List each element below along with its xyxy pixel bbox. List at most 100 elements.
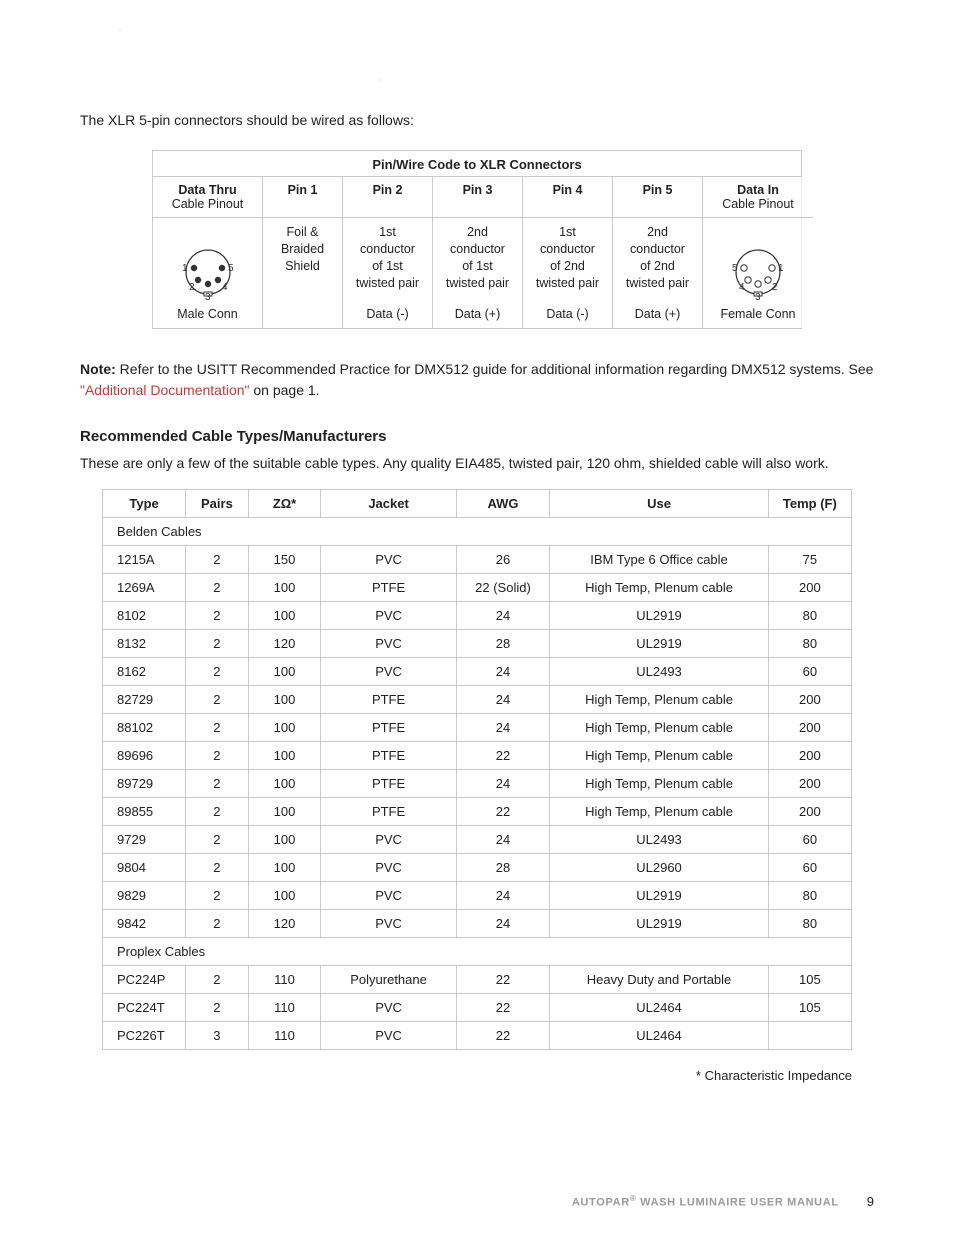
table-cell: 22 bbox=[456, 994, 550, 1022]
table-cell: 9829 bbox=[103, 882, 186, 910]
table-cell: PTFE bbox=[321, 798, 456, 826]
table-cell: 1215A bbox=[103, 546, 186, 574]
table-cell: 22 bbox=[456, 742, 550, 770]
female-connector-cell: 5 1 4 3 2 Female Conn bbox=[703, 218, 813, 328]
footer-page-number: 9 bbox=[867, 1194, 874, 1209]
table-cell: High Temp, Plenum cable bbox=[550, 798, 768, 826]
table-row: 98042100PVC28UL296060 bbox=[103, 854, 852, 882]
table-cell: Polyurethane bbox=[321, 966, 456, 994]
table-cell: PTFE bbox=[321, 574, 456, 602]
table-cell: 80 bbox=[768, 602, 851, 630]
pinout-head-pin4: Pin 4 bbox=[523, 177, 613, 218]
pinout-head-left-top: Data Thru bbox=[178, 183, 236, 197]
pinout-head-data-thru: Data Thru Cable Pinout bbox=[153, 177, 263, 218]
table-cell: 89729 bbox=[103, 770, 186, 798]
col-head-jacket: Jacket bbox=[321, 490, 456, 518]
table-cell: 100 bbox=[248, 686, 321, 714]
table-cell: 2 bbox=[186, 966, 248, 994]
table-cell: UL2464 bbox=[550, 1022, 768, 1050]
table-cell: 110 bbox=[248, 1022, 321, 1050]
note-text-1: Refer to the USITT Recommended Practice … bbox=[116, 361, 874, 377]
table-cell: 120 bbox=[248, 630, 321, 658]
col-head-type: Type bbox=[103, 490, 186, 518]
table-cell: PTFE bbox=[321, 686, 456, 714]
table-row: 81022100PVC24UL291980 bbox=[103, 602, 852, 630]
table-cell: 100 bbox=[248, 658, 321, 686]
pinout-head-right-top: Data In bbox=[737, 183, 779, 197]
table-cell: 100 bbox=[248, 714, 321, 742]
table-cell: IBM Type 6 Office cable bbox=[550, 546, 768, 574]
svg-text:4: 4 bbox=[739, 282, 745, 293]
table-cell: 22 (Solid) bbox=[456, 574, 550, 602]
table-cell: UL2919 bbox=[550, 602, 768, 630]
table-cell: PC224T bbox=[103, 994, 186, 1022]
table-cell: 2 bbox=[186, 574, 248, 602]
table-cell: 22 bbox=[456, 966, 550, 994]
table-row: 898552100PTFE22High Temp, Plenum cable20… bbox=[103, 798, 852, 826]
table-cell: High Temp, Plenum cable bbox=[550, 574, 768, 602]
table-cell: 105 bbox=[768, 994, 851, 1022]
table-cell: 9729 bbox=[103, 826, 186, 854]
table-row: PC224T2110PVC22UL2464105 bbox=[103, 994, 852, 1022]
table-cell: UL2464 bbox=[550, 994, 768, 1022]
table-cell: PVC bbox=[321, 882, 456, 910]
table-cell: 8102 bbox=[103, 602, 186, 630]
table-cell: 200 bbox=[768, 742, 851, 770]
table-cell: 2 bbox=[186, 658, 248, 686]
svg-text:2: 2 bbox=[772, 282, 778, 293]
female-connector-label: Female Conn bbox=[720, 306, 795, 323]
note-link[interactable]: "Additional Documentation" bbox=[80, 382, 249, 398]
table-cell: 8132 bbox=[103, 630, 186, 658]
table-cell: 22 bbox=[456, 798, 550, 826]
col-head-pairs: Pairs bbox=[186, 490, 248, 518]
table-cell: PVC bbox=[321, 658, 456, 686]
table-cell: 89855 bbox=[103, 798, 186, 826]
table-cell: PVC bbox=[321, 602, 456, 630]
table-cell: 100 bbox=[248, 854, 321, 882]
male-connector-label: Male Conn bbox=[177, 306, 237, 323]
table-row: 897292100PTFE24High Temp, Plenum cable20… bbox=[103, 770, 852, 798]
table-cell: 105 bbox=[768, 966, 851, 994]
svg-text:3: 3 bbox=[755, 292, 761, 302]
footer-manual-title: AUTOPAR® WASH LUMINAIRE USER MANUAL bbox=[572, 1194, 839, 1209]
table-cell: UL2919 bbox=[550, 910, 768, 938]
table-cell: 2 bbox=[186, 686, 248, 714]
svg-text:2: 2 bbox=[189, 282, 195, 293]
table-cell: 150 bbox=[248, 546, 321, 574]
table-row: 881022100PTFE24High Temp, Plenum cable20… bbox=[103, 714, 852, 742]
col-head-z: ZΩ* bbox=[248, 490, 321, 518]
col-head-temp: Temp (F) bbox=[768, 490, 851, 518]
table-cell: PVC bbox=[321, 854, 456, 882]
table-cell: 24 bbox=[456, 910, 550, 938]
table-cell: 100 bbox=[248, 826, 321, 854]
table-cell: 200 bbox=[768, 798, 851, 826]
female-connector-icon: 5 1 4 3 2 bbox=[715, 246, 801, 302]
pin4-body: 1st conductor of 2nd twisted pair Data (… bbox=[523, 218, 613, 328]
pinout-head-pin5: Pin 5 bbox=[613, 177, 703, 218]
table-cell: 2 bbox=[186, 798, 248, 826]
table-cell: PVC bbox=[321, 826, 456, 854]
table-cell: PVC bbox=[321, 994, 456, 1022]
pinout-table: Pin/Wire Code to XLR Connectors Data Thr… bbox=[152, 150, 802, 329]
table-cell: 80 bbox=[768, 882, 851, 910]
table-cell: 2 bbox=[186, 770, 248, 798]
table-cell: 2 bbox=[186, 546, 248, 574]
male-connector-cell: 1 5 2 3 4 Male Conn bbox=[153, 218, 263, 328]
table-row: 98292100PVC24UL291980 bbox=[103, 882, 852, 910]
table-cell: PVC bbox=[321, 546, 456, 574]
pinout-head-pin1: Pin 1 bbox=[263, 177, 343, 218]
svg-text:1: 1 bbox=[778, 263, 784, 274]
table-cell: 80 bbox=[768, 630, 851, 658]
table-cell: 3 bbox=[186, 1022, 248, 1050]
table-cell: High Temp, Plenum cable bbox=[550, 742, 768, 770]
pin3-body: 2nd conductor of 1st twisted pair Data (… bbox=[433, 218, 523, 328]
table-cell: 22 bbox=[456, 1022, 550, 1050]
table-cell: 24 bbox=[456, 714, 550, 742]
table-cell: 2 bbox=[186, 826, 248, 854]
pinout-head-left-bottom: Cable Pinout bbox=[172, 197, 244, 211]
table-cell: 9842 bbox=[103, 910, 186, 938]
recommended-heading: Recommended Cable Types/Manufacturers bbox=[80, 428, 874, 445]
table-cell: 100 bbox=[248, 882, 321, 910]
table-cell: 120 bbox=[248, 910, 321, 938]
svg-text:5: 5 bbox=[732, 263, 738, 274]
